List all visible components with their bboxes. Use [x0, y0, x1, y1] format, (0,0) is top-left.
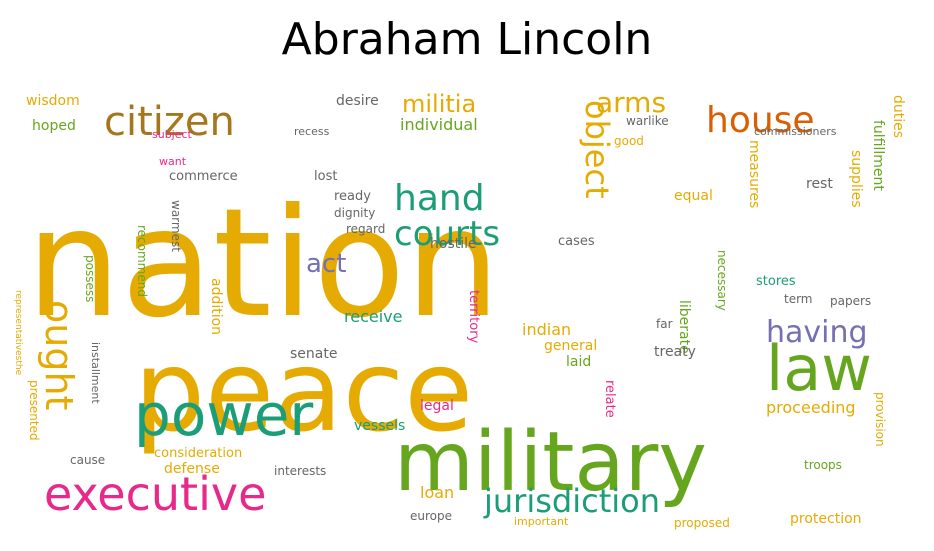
- word-dignity: dignity: [334, 206, 375, 220]
- word-general: general: [544, 338, 597, 354]
- word-term: term: [784, 292, 813, 306]
- word-vessels: vessels: [354, 418, 405, 434]
- word-possess: possess: [83, 255, 97, 302]
- word-cause: cause: [70, 453, 105, 467]
- word-measures: measures: [746, 140, 762, 208]
- word-equal: equal: [674, 188, 713, 204]
- word-citizen: citizen: [104, 99, 235, 145]
- word-wisdom: wisdom: [26, 93, 80, 109]
- word-far: far: [656, 317, 673, 331]
- word-commerce: commerce: [169, 169, 238, 184]
- word-lost: lost: [314, 169, 337, 184]
- word-legal: legal: [420, 398, 454, 414]
- word-ought: ought: [37, 300, 81, 410]
- word-courts: courts: [394, 214, 500, 254]
- word-europe: europe: [410, 509, 452, 523]
- page-title: Abraham Lincoln: [281, 14, 653, 65]
- word-act: act: [306, 249, 346, 279]
- word-receive: receive: [344, 307, 402, 326]
- word-good: good: [614, 134, 644, 148]
- word-proceeding: proceeding: [766, 398, 856, 417]
- word-representativesthe: representativesthe: [14, 290, 23, 376]
- word-installment: installment: [89, 342, 102, 404]
- word-militia: militia: [402, 90, 476, 118]
- word-defense: defense: [164, 461, 220, 477]
- word-individual: individual: [400, 115, 478, 134]
- word-hand: hand: [394, 178, 485, 219]
- word-indian: indian: [522, 320, 571, 339]
- word-jurisdiction: jurisdiction: [483, 482, 660, 520]
- word-rest: rest: [806, 176, 833, 192]
- word-interests: interests: [274, 464, 326, 478]
- word-territory: territory: [466, 290, 481, 344]
- word-recess: recess: [294, 125, 330, 138]
- word-cases: cases: [558, 234, 595, 249]
- word-arms: arms: [596, 86, 666, 119]
- word-consideration: consideration: [154, 446, 242, 461]
- word-proposed: proposed: [674, 516, 730, 530]
- word-regard: regard: [346, 222, 385, 236]
- word-stores: stores: [756, 274, 796, 289]
- word-liberate: liberate: [676, 300, 692, 354]
- word-law: law: [766, 332, 872, 405]
- word-subject: subject: [152, 128, 193, 141]
- word-senate: senate: [290, 346, 337, 362]
- word-object: object: [578, 100, 616, 199]
- word-desire: desire: [336, 93, 379, 109]
- word-protection: protection: [790, 511, 862, 527]
- word-hostile: hostile: [430, 236, 477, 252]
- word-having: having: [766, 315, 868, 350]
- word-executive: executive: [44, 467, 266, 521]
- word-commissioners: commissioners: [754, 125, 837, 138]
- word-warmest: warmest: [169, 200, 183, 252]
- word-necessary: necessary: [715, 250, 729, 311]
- word-papers: papers: [830, 294, 871, 308]
- word-want: want: [159, 155, 187, 168]
- word-nation: nation: [26, 177, 500, 351]
- word-provision: provision: [873, 392, 887, 447]
- word-addition: addition: [208, 278, 224, 335]
- word-laid: laid: [566, 354, 591, 370]
- word-house: house: [706, 100, 815, 141]
- word-duties: duties: [890, 95, 906, 138]
- word-presented: presented: [27, 380, 41, 441]
- word-hoped: hoped: [32, 118, 76, 134]
- word-relate: relate: [602, 380, 617, 418]
- word-fulfillment: fulfillment: [870, 120, 886, 191]
- word-peace: peace: [134, 327, 473, 457]
- word-important: important: [514, 515, 569, 528]
- word-power: power: [134, 381, 313, 449]
- word-ready: ready: [334, 189, 371, 204]
- word-treaty: treaty: [654, 344, 696, 360]
- word-troops: troops: [804, 458, 842, 472]
- word-recommend: recommend: [135, 225, 149, 297]
- word-warlike: warlike: [626, 114, 669, 128]
- word-supplies: supplies: [848, 150, 864, 208]
- word-loan: loan: [420, 483, 454, 502]
- word-military: military: [394, 415, 707, 510]
